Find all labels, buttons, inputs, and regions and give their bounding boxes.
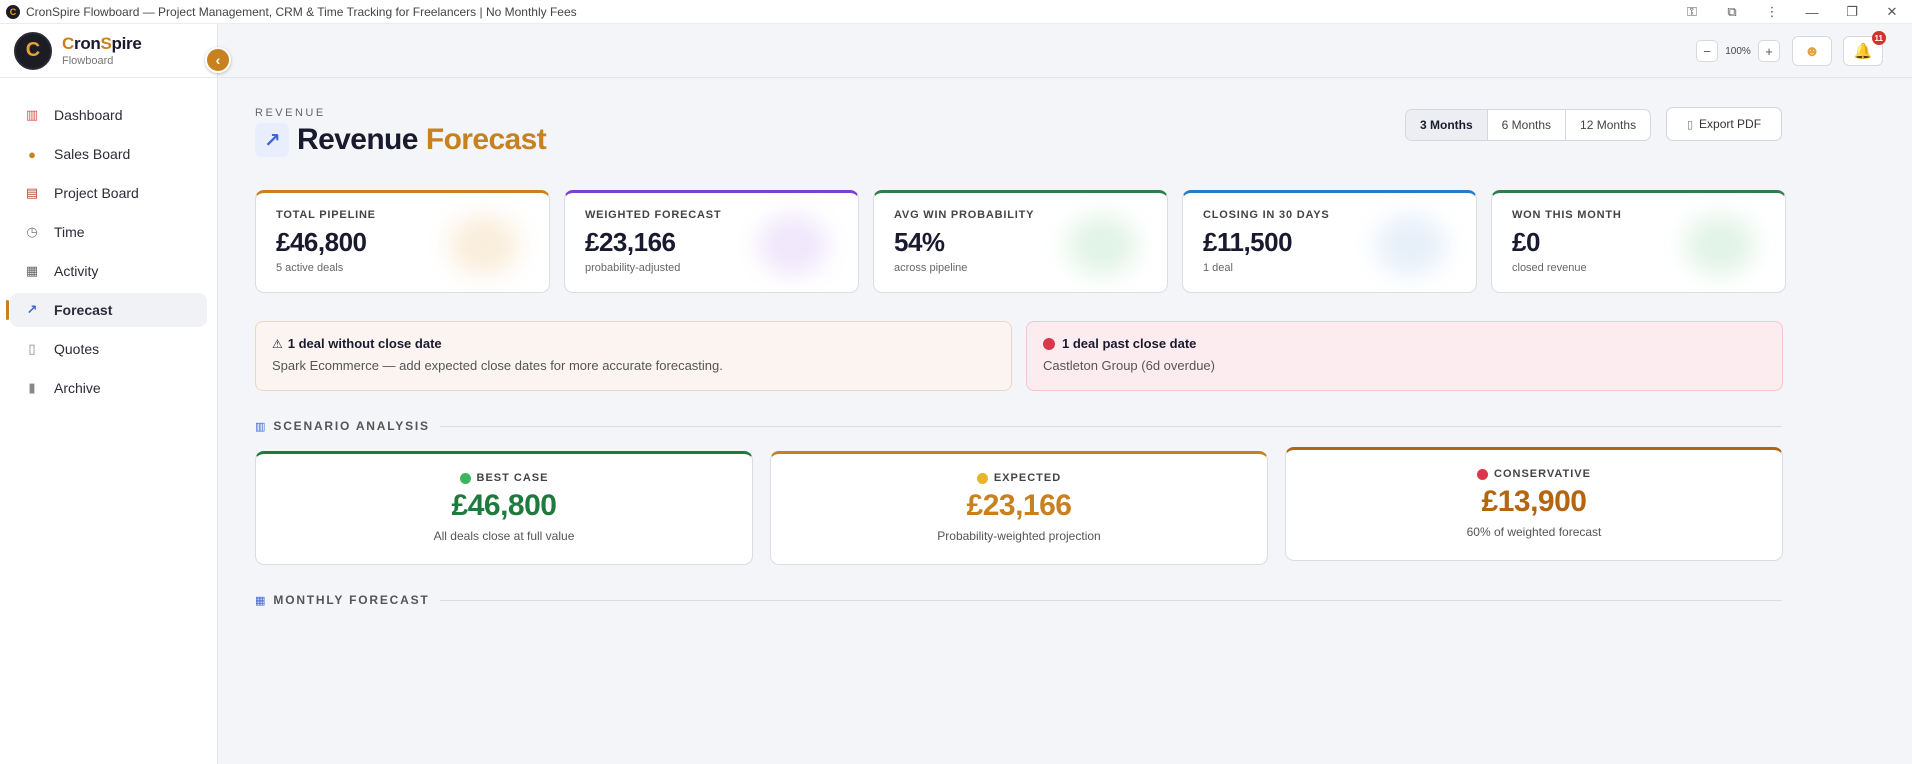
user-avatar-button[interactable]: ☻ [1792, 36, 1832, 66]
close-button[interactable]: ✕ [1886, 4, 1898, 19]
yellow-circle-icon [976, 472, 988, 484]
app-logo-icon: C [6, 4, 20, 19]
kpi-weighted-forecast: WEIGHTED FORECAST £23,166 probability-ad… [564, 190, 859, 293]
zoom-control: − 100% + [1696, 40, 1780, 62]
kpi-row: TOTAL PIPELINE £46,800 5 active deals WE… [255, 190, 1786, 293]
smile-icon: ☻ [1804, 42, 1820, 60]
chevron-left-icon: ‹ [215, 52, 221, 68]
sidebar-nav: ▥ Dashboard ● Sales Board ▤ Project Board ◷… [0, 78, 217, 405]
scenario-best-case: BEST CASE £46,800 All deals close at ful… [255, 451, 753, 565]
warning-icon: ⚠ [272, 336, 283, 351]
window-title: CronSpire Flowboard — Project Management… [26, 4, 577, 19]
bar-chart-icon: ▥ [255, 420, 266, 433]
restore-button[interactable]: ❐ [1846, 4, 1858, 19]
brand: C CronSpire Flowboard ‹ [0, 24, 231, 78]
scenario-expected: EXPECTED £23,166 Probability-weighted pr… [770, 451, 1268, 565]
page-title: ↗ Revenue Forecast [255, 123, 547, 157]
zoom-level: 100% [1725, 45, 1751, 57]
range-3-months-button[interactable]: 3 Months [1406, 110, 1488, 140]
zoom-in-button[interactable]: + [1758, 40, 1780, 62]
range-6-months-button[interactable]: 6 Months [1488, 110, 1567, 140]
alert-missing-close-date: ⚠ 1 deal without close date Spark Ecomme… [255, 321, 1012, 391]
money-bag-icon: ● [28, 146, 36, 162]
kpi-total-pipeline: TOTAL PIPELINE £46,800 5 active deals [255, 190, 550, 293]
chart-icon: ▥ [25, 107, 39, 122]
brand-subtitle: Flowboard [62, 55, 114, 67]
sidebar-item-quotes[interactable]: ▯ Quotes [10, 332, 207, 366]
sidebar-item-activity[interactable]: ▦ Activity [25, 263, 99, 279]
section-scenario-analysis: ▥ SCENARIO ANALYSIS [255, 419, 1782, 433]
scenario-conservative: CONSERVATIVE £13,900 60% of weighted for… [1285, 447, 1783, 561]
page-eyebrow: REVENUE [255, 107, 326, 119]
brand-name: CronSpire [62, 34, 142, 53]
document-icon: ▯ [28, 341, 36, 356]
notification-badge: 11 [1871, 31, 1886, 45]
sidebar-item-sales-board[interactable]: ● Sales Board [10, 137, 207, 171]
notifications-button[interactable]: 🔔 11 [1843, 31, 1886, 66]
sidebar-item-forecast[interactable]: ↗ Forecast [6, 293, 207, 327]
stopwatch-icon: ◷ [26, 224, 38, 239]
sidebar-collapse-button[interactable]: ‹ [205, 47, 231, 73]
green-circle-icon [459, 472, 471, 484]
kpi-won-this-month: WON THIS MONTH £0 closed revenue [1491, 190, 1786, 293]
sidebar-item-time[interactable]: ◷ Time [10, 215, 207, 249]
section-monthly-forecast: ▦ MONTHLY FORECAST [255, 593, 1782, 607]
more-menu-icon[interactable]: ⋮ [1765, 4, 1779, 19]
extension-icon[interactable]: ⧉ [1727, 4, 1737, 19]
trend-icon: ↗ [26, 302, 38, 317]
sidebar: C CronSpire Flowboard ‹ ▥ Dashboard ● Sale… [0, 24, 231, 764]
clipboard-icon: ▤ [25, 185, 39, 200]
key-icon[interactable]: ⚿ [1687, 4, 1697, 19]
range-selector: 3 Months 6 Months 12 Months [1405, 109, 1652, 141]
export-pdf-button[interactable]: ▯ Export PDF [1666, 107, 1782, 141]
archive-icon: ▮ [28, 380, 36, 395]
alert-past-close-date: 1 deal past close date Castleton Group (… [1026, 321, 1783, 391]
red-circle-icon [1477, 468, 1489, 480]
bell-icon: 🔔 [1853, 43, 1873, 60]
sidebar-item-dashboard[interactable]: ▥ Dashboard [25, 107, 123, 123]
range-12-months-button[interactable]: 12 Months [1580, 118, 1637, 132]
topbar: − 100% + ☻ 🔔 11 [219, 24, 1912, 78]
trend-chart-icon: ↗ [255, 123, 289, 157]
document-icon: ▯ [1686, 118, 1694, 131]
sidebar-item-archive[interactable]: ▮ Archive [10, 371, 207, 405]
sidebar-item-project-board[interactable]: ▤ Project Board [25, 185, 139, 201]
zoom-out-button[interactable]: − [1696, 40, 1718, 62]
minimize-button[interactable]: — [1805, 4, 1819, 20]
calendar-icon: ▦ [255, 594, 266, 607]
brand-logo-icon: C [14, 31, 52, 70]
calendar-icon: ▦ [25, 263, 39, 278]
kpi-closing-30-days: CLOSING IN 30 DAYS £11,500 1 deal [1182, 190, 1477, 293]
main-content: REVENUE ↗ Revenue Forecast 3 Months 6 Mo… [219, 79, 1912, 764]
red-circle-icon [1043, 337, 1055, 350]
window-titlebar: C CronSpire Flowboard — Project Manageme… [0, 0, 1912, 24]
kpi-avg-win-probability: AVG WIN PROBABILITY 54% across pipeline [873, 190, 1168, 293]
